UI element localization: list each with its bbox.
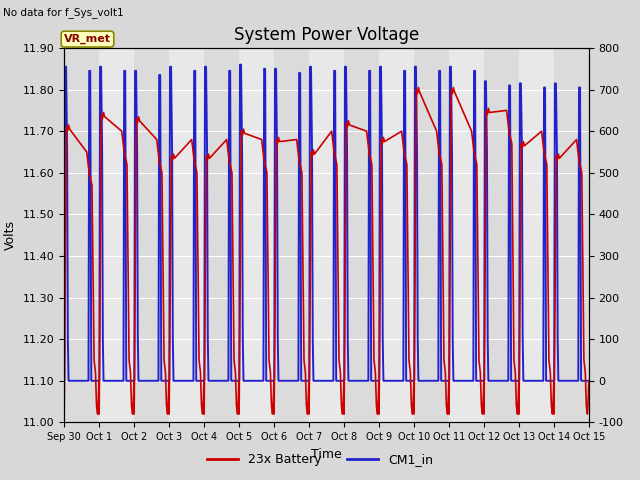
Bar — [414, 48, 449, 422]
Bar — [204, 48, 239, 422]
Y-axis label: Volts: Volts — [4, 220, 17, 250]
Text: VR_met: VR_met — [64, 34, 111, 44]
X-axis label: Time: Time — [311, 448, 342, 461]
Title: System Power Voltage: System Power Voltage — [234, 25, 419, 44]
Legend: 23x Battery, CM1_in: 23x Battery, CM1_in — [202, 448, 438, 471]
Bar — [554, 48, 589, 422]
Text: No data for f_Sys_volt1: No data for f_Sys_volt1 — [3, 7, 124, 18]
Bar — [134, 48, 169, 422]
Bar — [484, 48, 519, 422]
Bar — [344, 48, 379, 422]
Bar — [274, 48, 309, 422]
Bar — [64, 48, 99, 422]
